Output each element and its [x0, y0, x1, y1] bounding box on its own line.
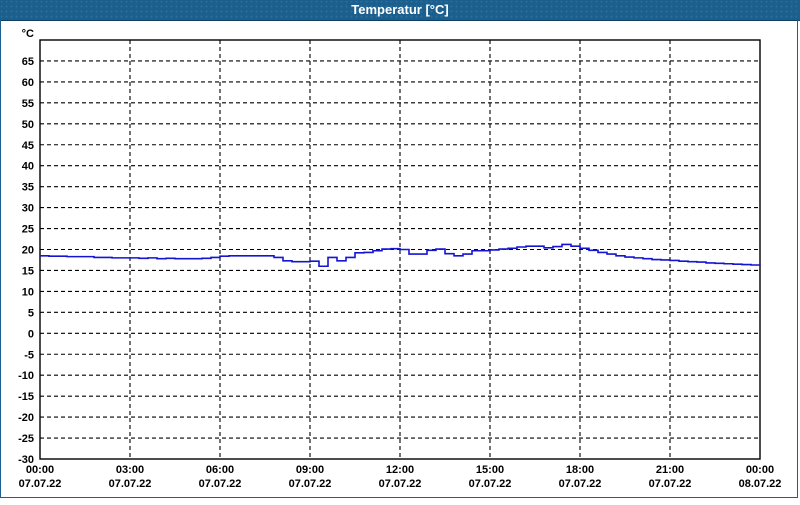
svg-text:25: 25: [22, 224, 34, 236]
svg-text:07.07.22: 07.07.22: [649, 478, 692, 490]
svg-text:-20: -20: [18, 412, 34, 424]
svg-text:03:00: 03:00: [116, 464, 144, 476]
svg-text:-5: -5: [24, 349, 34, 361]
svg-text:65: 65: [22, 56, 34, 68]
svg-text:06:00: 06:00: [206, 464, 234, 476]
svg-text:07.07.22: 07.07.22: [109, 478, 152, 490]
svg-text:5: 5: [28, 307, 34, 319]
svg-text:15: 15: [22, 265, 34, 277]
svg-text:-10: -10: [18, 370, 34, 382]
svg-text:30: 30: [22, 203, 34, 215]
svg-text:12:00: 12:00: [386, 464, 414, 476]
svg-text:00:00: 00:00: [26, 464, 54, 476]
svg-text:08.07.22: 08.07.22: [739, 478, 782, 490]
svg-text:07.07.22: 07.07.22: [379, 478, 422, 490]
svg-text:07.07.22: 07.07.22: [19, 478, 62, 490]
svg-text:07.07.22: 07.07.22: [469, 478, 512, 490]
svg-text:55: 55: [22, 98, 34, 110]
svg-text:-15: -15: [18, 391, 34, 403]
svg-text:15:00: 15:00: [476, 464, 504, 476]
svg-text:50: 50: [22, 119, 34, 131]
svg-text:20: 20: [22, 245, 34, 257]
svg-text:45: 45: [22, 140, 34, 152]
svg-text:10: 10: [22, 286, 34, 298]
svg-text:60: 60: [22, 77, 34, 89]
svg-text:09:00: 09:00: [296, 464, 324, 476]
svg-text:21:00: 21:00: [656, 464, 684, 476]
svg-text:00:00: 00:00: [746, 464, 774, 476]
svg-text:40: 40: [22, 161, 34, 173]
svg-text:18:00: 18:00: [566, 464, 594, 476]
svg-text:07.07.22: 07.07.22: [199, 478, 242, 490]
svg-text:-25: -25: [18, 433, 34, 445]
svg-text:07.07.22: 07.07.22: [559, 478, 602, 490]
svg-text:35: 35: [22, 182, 34, 194]
svg-text:0: 0: [28, 328, 34, 340]
svg-text:07.07.22: 07.07.22: [289, 478, 332, 490]
svg-text:°C: °C: [22, 28, 34, 40]
